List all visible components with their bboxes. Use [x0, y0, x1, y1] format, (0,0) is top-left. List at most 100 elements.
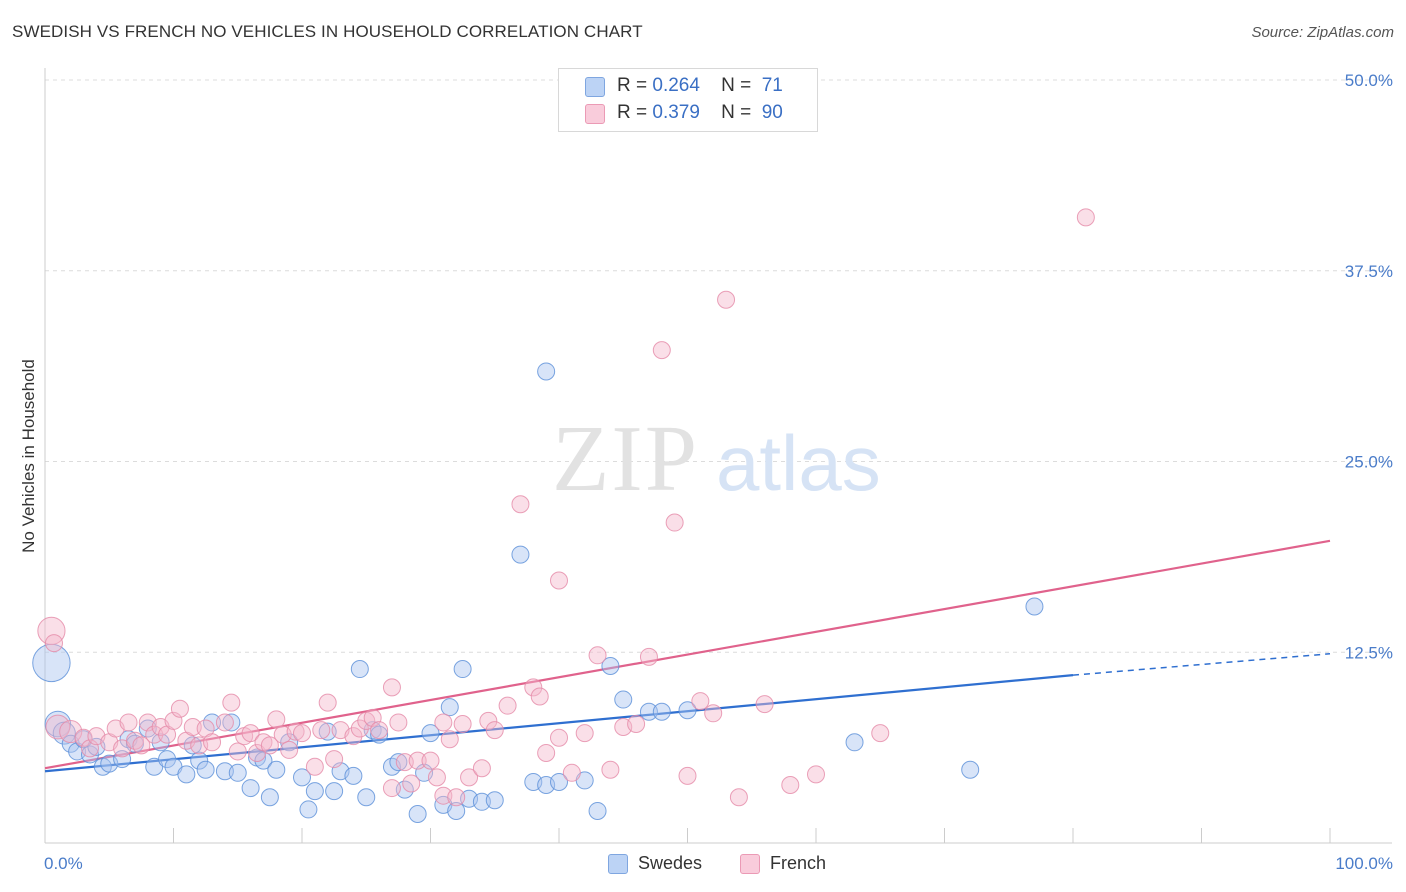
data-point	[241, 724, 260, 743]
data-point	[1076, 208, 1095, 227]
data-point	[575, 724, 594, 743]
data-point	[460, 768, 479, 787]
data-point	[614, 690, 633, 709]
correlation-legend: R = 0.264 N = 71 R = 0.379 N = 90	[558, 68, 818, 132]
data-point	[530, 687, 549, 706]
data-point	[293, 768, 311, 787]
data-point	[183, 718, 202, 737]
data-point	[382, 678, 401, 697]
y-tick-label: 25.0%	[1345, 453, 1393, 472]
data-point	[190, 751, 209, 770]
legend-r-value: 0.379	[652, 102, 700, 123]
data-point	[125, 731, 144, 750]
data-point	[447, 801, 466, 820]
legend-r-label: R =	[617, 102, 648, 123]
data-point	[434, 786, 453, 805]
data-point	[260, 788, 279, 807]
data-point	[370, 721, 389, 740]
bottom-legend-label-swedes: Swedes	[638, 853, 703, 873]
data-point	[37, 616, 66, 645]
data-point	[447, 788, 466, 807]
data-point	[370, 725, 389, 744]
data-point	[537, 743, 556, 762]
data-point	[511, 495, 530, 514]
data-point	[421, 751, 440, 770]
trend-line-french	[44, 539, 1331, 770]
legend-swatch-french	[585, 104, 605, 124]
x-tick-label: 0.0%	[44, 854, 83, 873]
data-point	[145, 725, 164, 744]
data-point	[44, 634, 63, 653]
data-point	[639, 702, 658, 721]
data-point	[485, 791, 504, 810]
data-point	[222, 693, 241, 712]
data-point	[704, 704, 723, 723]
data-point	[479, 711, 498, 730]
data-point	[588, 801, 607, 820]
series-swedes	[32, 362, 1044, 824]
legend-n-value: 90	[761, 102, 783, 123]
data-point	[215, 713, 234, 732]
points-layer	[32, 208, 1095, 824]
x-tick-label: 100.0%	[1335, 854, 1393, 873]
data-point	[524, 678, 543, 697]
data-point	[280, 740, 299, 759]
data-point	[325, 750, 344, 769]
data-point	[1025, 597, 1044, 616]
data-point	[344, 727, 363, 746]
data-point	[280, 733, 299, 752]
data-point	[215, 762, 234, 781]
data-point	[286, 722, 305, 741]
bottom-legend-swatch-french	[740, 854, 760, 874]
trend-lines	[44, 539, 1331, 773]
data-point	[717, 290, 736, 309]
data-point	[305, 782, 324, 801]
data-point	[325, 782, 344, 801]
data-point	[196, 760, 215, 779]
data-point	[132, 736, 151, 755]
data-point	[639, 647, 658, 666]
data-point	[312, 721, 331, 740]
legend-r-value: 0.264	[652, 75, 700, 96]
watermark: ZIP atlas	[552, 407, 881, 511]
y-tick-label: 37.5%	[1345, 262, 1393, 281]
data-point	[402, 774, 421, 793]
data-point	[961, 760, 980, 779]
data-point	[344, 766, 363, 785]
data-point	[550, 728, 568, 747]
chart-title: SWEDISH VS FRENCH NO VEHICLES IN HOUSEHO…	[12, 22, 643, 41]
tick-labels: 12.5% 25.0% 37.5% 50.0% 0.0% 100.0%	[44, 71, 1393, 873]
y-axis-title: No Vehicles in Household	[19, 359, 38, 553]
data-point	[537, 362, 556, 381]
data-point	[382, 779, 401, 798]
data-point	[151, 733, 170, 752]
axes	[44, 68, 1392, 844]
data-point	[871, 724, 890, 743]
data-point	[588, 646, 607, 665]
watermark-atlas: atlas	[716, 419, 881, 507]
data-point	[755, 695, 774, 714]
legend-swatch-swedes	[585, 77, 605, 97]
legend-n-value: 71	[761, 75, 783, 96]
legend-n-label: N =	[721, 75, 752, 96]
data-point	[678, 766, 697, 785]
data-point	[389, 753, 408, 772]
data-point	[472, 792, 491, 811]
data-point	[729, 788, 748, 807]
grid-lines	[45, 79, 1392, 653]
trend-extension-swedes	[1072, 653, 1331, 676]
data-point	[158, 750, 177, 769]
data-point	[421, 724, 440, 743]
data-point	[434, 713, 453, 732]
data-point	[781, 776, 800, 795]
data-point	[318, 693, 337, 712]
data-point	[395, 753, 414, 772]
bottom-legend-swatch-swedes	[608, 854, 628, 874]
data-point	[627, 714, 646, 733]
data-point	[350, 719, 369, 738]
data-point	[45, 714, 71, 740]
data-point	[254, 751, 273, 770]
data-point	[427, 768, 446, 787]
legend-n-label: N =	[721, 102, 752, 123]
